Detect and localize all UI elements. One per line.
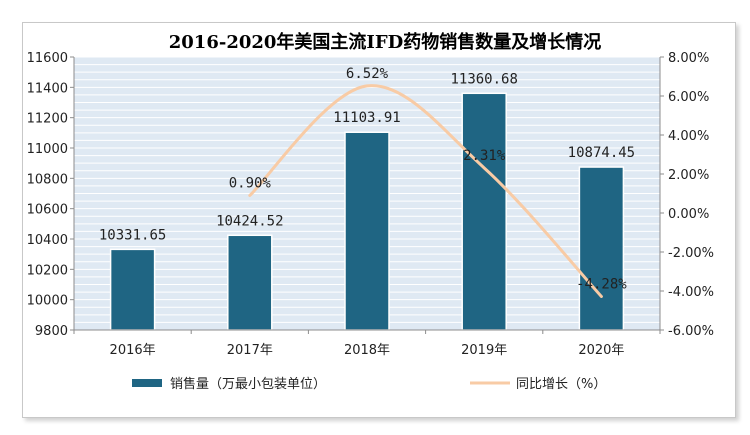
bars-group [109, 92, 625, 331]
legend: 销售量（万最小包装单位） 同比增长（%） [132, 376, 606, 392]
y-left-tick-label: 10600 [27, 203, 68, 218]
growth-value-label: 0.90% [229, 175, 272, 191]
growth-line [248, 84, 603, 298]
legend-bar-swatch [132, 379, 162, 387]
y-left-tick-label: 10800 [27, 172, 68, 187]
bar-value-label: 11360.68 [450, 71, 517, 87]
y-left-tick-label: 10000 [27, 294, 68, 309]
y-left-tick-label: 11000 [27, 142, 68, 157]
bar [461, 92, 507, 331]
y-left-tick-label: 9800 [35, 324, 68, 339]
y-right-tick-label: 8.00% [668, 51, 709, 66]
x-tick-label: 2020年 [578, 343, 624, 358]
y-left-tick-label: 10400 [27, 233, 68, 248]
bar [109, 248, 156, 331]
bar [344, 131, 390, 331]
y-right-tick-label: 0.00% [668, 207, 709, 222]
y-left-tick-label: 11200 [27, 112, 68, 127]
y-right-tick-label: -4.00% [668, 285, 714, 300]
y-left-tick-label: 10200 [27, 263, 68, 278]
bar-value-label: 10424.52 [216, 213, 283, 229]
y-left-tick-label: 11600 [27, 51, 68, 66]
x-tick-label: 2017年 [227, 343, 273, 358]
x-tick-label: 2018年 [344, 343, 390, 358]
growth-value-label: 6.52% [346, 66, 389, 82]
y-right-tick-label: 2.00% [668, 168, 709, 183]
bar [578, 166, 625, 331]
y-right-tick-label: 4.00% [668, 129, 709, 144]
legend-bar-label: 销售量（万最小包装单位） [170, 376, 326, 392]
y-right-tick-label: 6.00% [668, 90, 709, 105]
x-tick-label: 2019年 [461, 343, 507, 358]
bar-value-label: 10874.45 [568, 145, 635, 161]
y-left-tick-label: 11400 [27, 81, 68, 96]
axes-group: 9800 10000 10200 10400 10600 10800 11000 11200 1… [27, 51, 714, 358]
bar [227, 234, 273, 331]
chart-title: 2016-2020年美国主流IFD药物销售数量及增长情况 [169, 31, 601, 53]
y-right-tick-label: -6.00% [668, 324, 714, 339]
y-right-tick-label: -2.00% [668, 246, 714, 261]
legend-line-label: 同比增长（%） [516, 377, 606, 392]
growth-value-label: -4.28% [576, 276, 627, 292]
data-labels-group: 10331.65 10424.52 11103.91 11360.68 10874.45… [99, 66, 635, 293]
x-tick-label: 2016年 [110, 343, 156, 358]
bar-value-label: 10331.65 [99, 227, 166, 243]
bar-value-label: 11103.91 [333, 110, 400, 126]
growth-line-group [248, 84, 603, 298]
growth-value-label: 2.31% [463, 148, 506, 164]
